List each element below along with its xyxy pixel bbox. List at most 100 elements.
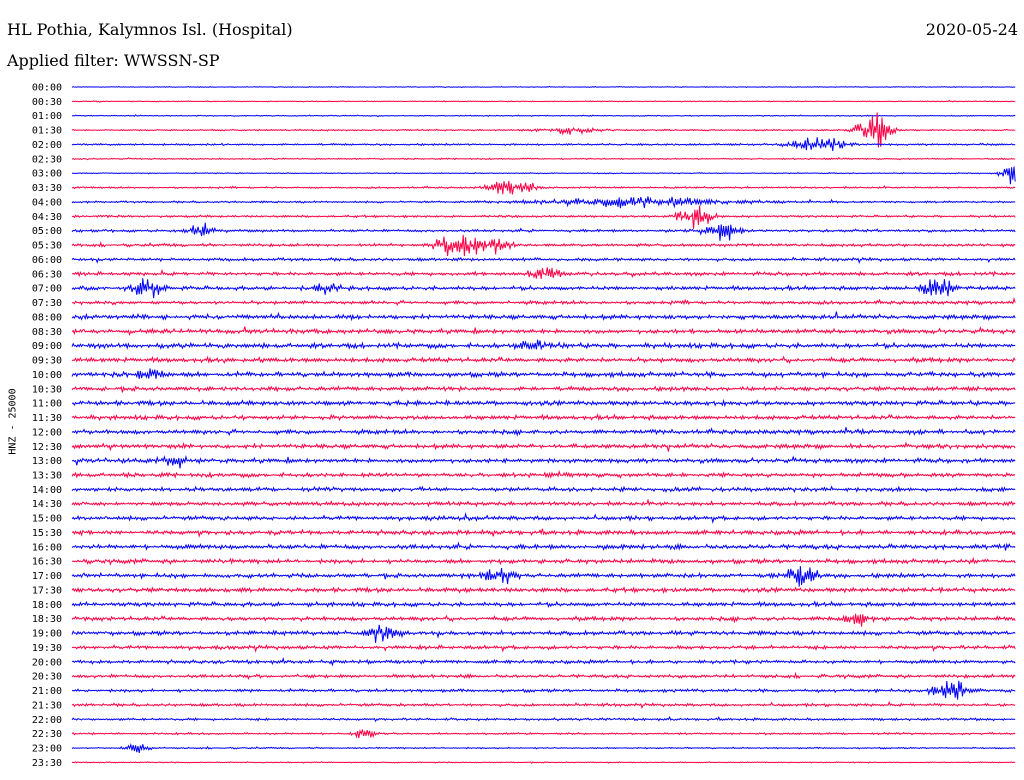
seismic-trace (71, 671, 1016, 681)
row-time-label: 19:30 (32, 643, 62, 654)
seismic-trace (71, 680, 1016, 700)
row-time-label: 04:30 (32, 212, 62, 223)
row-time-label: 15:30 (32, 528, 62, 539)
seismic-trace (71, 196, 1016, 209)
row-time-label: 00:00 (32, 83, 62, 94)
row-time-label: 10:30 (32, 384, 62, 395)
seismic-trace (71, 585, 1016, 595)
row-time-label: 15:00 (32, 514, 62, 525)
seismic-trace (71, 112, 1016, 148)
row-time-label: 22:00 (32, 715, 62, 726)
row-time-label: 09:00 (32, 341, 62, 352)
row-time-label: 13:00 (32, 456, 62, 467)
row-time-label: 07:30 (32, 298, 62, 309)
row-time-label: 11:00 (32, 399, 62, 410)
seismic-trace (71, 729, 1016, 739)
filter-label: Applied filter: WWSSN-SP (7, 51, 220, 70)
seismic-trace (71, 700, 1016, 710)
row-time-label: 20:00 (32, 657, 62, 668)
row-time-label: 23:00 (32, 744, 62, 755)
seismic-trace (71, 256, 1016, 264)
row-time-label: 04:00 (32, 197, 62, 208)
row-time-label: 03:00 (32, 169, 62, 180)
row-time-label: 20:30 (32, 672, 62, 683)
seismic-trace (71, 557, 1016, 566)
seismic-trace (71, 441, 1016, 452)
row-time-label: 08:30 (32, 327, 62, 338)
row-time-label: 16:30 (32, 557, 62, 568)
seismic-trace (71, 613, 1016, 627)
seismic-trace (71, 485, 1016, 494)
row-time-label: 12:00 (32, 427, 62, 438)
row-time-label: 06:30 (32, 269, 62, 280)
seismic-trace (71, 85, 1016, 89)
row-time-label: 02:00 (32, 140, 62, 151)
seismic-trace (71, 278, 1016, 299)
seismic-trace (71, 267, 1016, 279)
seismic-trace (71, 715, 1016, 723)
row-time-label: 17:30 (32, 585, 62, 596)
row-time-label: 11:30 (32, 413, 62, 424)
seismic-trace (71, 296, 1016, 306)
row-time-label: 12:30 (32, 442, 62, 453)
row-time-label: 14:00 (32, 485, 62, 496)
seismic-trace (71, 137, 1016, 152)
record-date: 2020-05-24 (925, 20, 1018, 39)
row-time-label: 19:00 (32, 629, 62, 640)
row-time-label: 06:00 (32, 255, 62, 266)
row-time-label: 21:00 (32, 686, 62, 697)
seismic-trace (71, 385, 1016, 393)
seismic-trace (71, 311, 1016, 322)
seismic-trace (71, 368, 1016, 380)
seismic-trace (71, 454, 1016, 469)
seismic-trace (71, 339, 1016, 351)
row-time-label: 21:30 (32, 700, 62, 711)
row-time-label: 14:30 (32, 499, 62, 510)
seismic-trace (71, 205, 1016, 230)
seismic-trace (71, 541, 1016, 552)
seismic-trace (71, 99, 1016, 103)
row-time-label: 10:00 (32, 370, 62, 381)
seismic-trace (71, 643, 1016, 653)
seismic-trace (71, 355, 1016, 364)
seismic-trace (71, 512, 1016, 524)
row-time-label: 05:30 (32, 241, 62, 252)
row-time-label: 01:00 (32, 111, 62, 122)
row-time-label: 00:30 (32, 97, 62, 108)
seismic-trace (71, 624, 1016, 643)
row-time-label: 01:30 (32, 126, 62, 137)
row-time-label: 22:30 (32, 729, 62, 740)
row-time-label: 03:30 (32, 183, 62, 194)
row-time-label: 02:30 (32, 154, 62, 165)
seismic-trace (71, 657, 1016, 667)
seismic-trace (71, 222, 1016, 241)
seismic-trace (71, 413, 1016, 422)
row-time-label: 05:00 (32, 226, 62, 237)
row-time-label: 23:30 (32, 758, 62, 769)
seismic-trace (71, 166, 1016, 185)
seismic-trace (71, 114, 1016, 118)
seismic-trace (71, 326, 1016, 336)
row-time-label: 09:30 (32, 356, 62, 367)
row-time-label: 17:00 (32, 571, 62, 582)
seismic-trace (71, 566, 1016, 587)
seismic-trace (71, 469, 1016, 479)
row-time-label: 07:00 (32, 284, 62, 295)
seismic-trace (71, 528, 1016, 538)
seismic-trace (71, 398, 1016, 408)
row-time-label: 18:30 (32, 614, 62, 625)
seismic-trace (71, 761, 1016, 765)
seismic-trace (71, 234, 1016, 257)
seismic-trace (71, 180, 1016, 195)
row-time-label: 08:00 (32, 312, 62, 323)
row-time-label: 16:00 (32, 542, 62, 553)
row-time-label: 18:00 (32, 600, 62, 611)
seismic-trace (71, 600, 1016, 609)
seismic-trace (71, 742, 1016, 754)
seismic-trace (71, 427, 1016, 437)
seismic-trace (71, 498, 1016, 508)
station-title: HL Pothia, Kalymnos Isl. (Hospital) (7, 20, 293, 39)
seismic-trace (71, 157, 1016, 161)
row-time-label: 13:30 (32, 470, 62, 481)
